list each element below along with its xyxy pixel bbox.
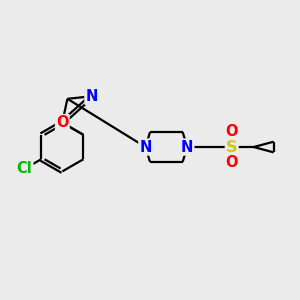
Text: O: O: [56, 115, 69, 130]
Text: O: O: [226, 155, 238, 170]
Text: N: N: [140, 140, 152, 154]
Text: O: O: [226, 124, 238, 139]
Text: S: S: [226, 140, 238, 154]
Text: N: N: [85, 89, 98, 104]
Text: N: N: [181, 140, 193, 154]
Text: Cl: Cl: [16, 161, 32, 176]
